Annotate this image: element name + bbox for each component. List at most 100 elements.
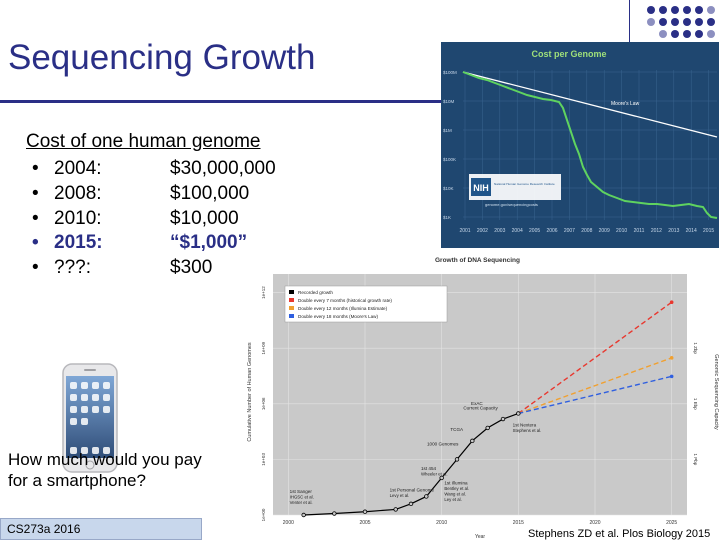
smartphone-image xyxy=(62,363,118,473)
slide-title: Sequencing Growth xyxy=(8,38,316,77)
nih-xtick-label: 2008 xyxy=(581,228,592,234)
nih-xtick-label: 2001 xyxy=(459,228,470,234)
nih-xtick-label: 2007 xyxy=(564,228,575,234)
legend-label: Double every 7 months (historical growth… xyxy=(298,298,392,303)
nih-xtick-label: 2012 xyxy=(651,228,662,234)
nih-logo-url: genome.gov/sequencingcosts xyxy=(485,202,538,207)
growth-xtick-label: 2020 xyxy=(589,520,600,526)
growth-xlabel: Year xyxy=(475,534,485,540)
growth-ytick-label: 1e+06 xyxy=(261,397,266,410)
growth-annotation-sub: Levy et al. xyxy=(390,493,410,498)
growth-series-line xyxy=(303,412,519,516)
growth-xtick-label: 2015 xyxy=(513,520,524,526)
nih-xtick-label: 2009 xyxy=(599,228,610,234)
growth-annotation: 1st Nextera xyxy=(513,423,537,428)
legend-label: Double every 18 months (Moore's Law) xyxy=(298,314,378,319)
legend-swatch xyxy=(289,306,294,310)
moores-law-label: Moore's Law xyxy=(611,101,640,107)
growth-data-point xyxy=(669,356,674,360)
cost-per-genome-chart: Cost per Genome $100M $10M $1M $100K $10K $1K… xyxy=(441,42,719,248)
growth-annotation-sub: Venter et al. xyxy=(290,500,313,505)
growth-data-point xyxy=(500,416,506,422)
growth-ytick-right-label: 1 Zbp xyxy=(693,342,698,354)
growth-ylabel: Cumulative Number of Human Genomes xyxy=(247,342,253,442)
cost-value: $300 xyxy=(170,257,213,279)
growth-annotation-sub: Stephens et al. xyxy=(513,428,542,433)
growth-data-point xyxy=(439,475,444,481)
cost-series-line xyxy=(462,71,718,219)
legend-label: Double every 12 months (Illumina Estimat… xyxy=(298,306,388,311)
growth-data-point xyxy=(516,411,521,416)
growth-data-point xyxy=(454,457,460,462)
growth-data-point xyxy=(393,507,398,512)
nih-xtick-label: 2015 xyxy=(703,228,714,234)
smartphone-question: How much would you pay for a smartphone? xyxy=(8,450,202,490)
nih-ytick-label: $100M xyxy=(443,70,457,75)
growth-ytick-right-label: 1 Pbp xyxy=(693,454,698,466)
nih-xtick-label: 2004 xyxy=(512,228,523,234)
growth-ytick-label: 1e+03 xyxy=(261,453,266,466)
nih-ytick-label: $1M xyxy=(443,128,452,133)
dna-growth-chart: Growth of DNA Sequencing 1st SangerIHGSC… xyxy=(247,257,719,540)
cost-year: 2015: xyxy=(54,232,103,254)
nih-chart-title: Cost per Genome xyxy=(531,49,606,59)
cost-year: 2008: xyxy=(54,182,102,204)
growth-annotation-sub: Wheeler et al. xyxy=(421,471,448,476)
growth-xtick-label: 2005 xyxy=(359,520,370,526)
growth-annotation-sub: Wang et al. xyxy=(444,491,466,496)
title-divider xyxy=(0,100,445,103)
growth-ytick-label: 1e+09 xyxy=(261,341,266,354)
growth-data-point xyxy=(669,374,674,379)
bullet-icon: • xyxy=(32,207,39,229)
growth-data-point xyxy=(362,509,368,514)
cost-year: 2004: xyxy=(54,158,102,179)
growth-ytick-label: 1e+12 xyxy=(261,286,266,299)
growth-xtick-label: 2025 xyxy=(666,520,677,526)
citation: Stephens ZD et al. Plos Biology 2015 xyxy=(528,528,711,540)
growth-annotation-sub: Ley et al. xyxy=(444,497,461,502)
growth-data-point xyxy=(332,511,337,516)
growth-ylabel-right: Genomic Sequencing Capacity xyxy=(713,354,719,430)
legend-swatch xyxy=(289,298,294,302)
growth-annotation: 1000 Genomes xyxy=(427,441,459,446)
growth-annotation: ExAC xyxy=(471,401,483,406)
growth-data-point xyxy=(408,501,414,507)
nih-xtick-label: 2014 xyxy=(686,228,697,234)
growth-data-point xyxy=(301,512,306,518)
growth-data-point xyxy=(424,494,429,499)
nih-ytick-label: $100K xyxy=(443,157,456,162)
legend-swatch xyxy=(289,314,294,318)
growth-xtick-label: 2000 xyxy=(283,520,294,526)
nih-logo-text: NIH xyxy=(473,183,489,193)
growth-data-point xyxy=(485,425,490,431)
nih-ytick-label: $10M xyxy=(443,99,455,104)
growth-legend xyxy=(284,285,448,323)
growth-data-point xyxy=(470,438,475,444)
nih-ytick-label: $10K xyxy=(443,186,454,191)
cost-value: $100,000 xyxy=(170,182,250,204)
growth-ytick-label: 1e+00 xyxy=(261,508,266,521)
growth-annotation: Current Capacity xyxy=(463,405,498,410)
growth-series-line xyxy=(518,357,672,415)
growth-series-line xyxy=(518,375,672,415)
cost-value: $10,000 xyxy=(170,207,239,229)
bullet-icon: • xyxy=(32,158,39,179)
moores-law-line xyxy=(462,71,718,138)
legend-label: Recorded growth xyxy=(298,290,333,295)
cost-year: ???: xyxy=(54,257,91,279)
growth-xtick-label: 2010 xyxy=(436,520,447,526)
nih-ytick-label: $1K xyxy=(443,215,451,220)
course-tag: CS273a 2016 xyxy=(0,518,202,540)
cost-year: 2010: xyxy=(54,207,102,229)
growth-chart-title: Growth of DNA Sequencing xyxy=(435,257,520,264)
growth-annotation: 1st Sanger xyxy=(290,489,313,494)
nih-xtick-label: 2002 xyxy=(477,228,488,234)
growth-annotation: 1st Personal Genome xyxy=(390,487,435,492)
legend-swatch xyxy=(289,290,294,294)
nih-xtick-label: 2006 xyxy=(546,228,557,234)
growth-annotation: 1st 454 xyxy=(421,466,437,471)
bullet-icon: • xyxy=(32,182,39,204)
cost-value: “$1,000” xyxy=(170,232,248,254)
decorative-line xyxy=(629,0,630,46)
bullet-icon: • xyxy=(32,232,39,254)
